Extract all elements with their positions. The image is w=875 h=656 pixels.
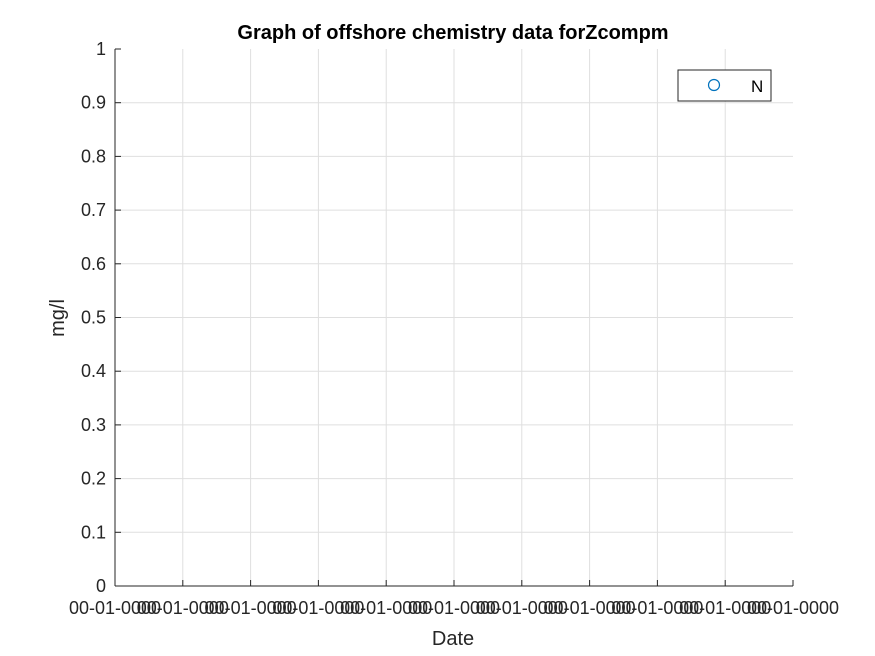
x-ticks: 00-01-000000-01-000000-01-000000-01-0000…: [69, 580, 839, 618]
y-tick-label: 0.8: [81, 146, 106, 166]
y-tick-label: 0.3: [81, 415, 106, 435]
x-tick-label: 00-01-0000: [205, 598, 297, 618]
y-tick-label: 0.2: [81, 469, 106, 489]
x-tick-label: 00-01-0000: [69, 598, 161, 618]
x-tick-label: 00-01-0000: [611, 598, 703, 618]
x-tick-label: 00-01-0000: [747, 598, 839, 618]
legend-box: [677, 69, 772, 102]
x-tick-label: 00-01-0000: [476, 598, 568, 618]
x-tick-label: 00-01-0000: [137, 598, 229, 618]
x-tick-label: 00-01-0000: [340, 598, 432, 618]
y-tick-label: 1: [96, 39, 106, 59]
x-tick-label: 00-01-0000: [679, 598, 771, 618]
y-tick-label: 0.1: [81, 522, 106, 542]
x-tick-label: 00-01-0000: [408, 598, 500, 618]
y-tick-label: 0.4: [81, 361, 106, 381]
y-axis-label: mg/l: [47, 299, 69, 337]
y-tick-label: 0: [96, 576, 106, 596]
y-tick-label: 0.5: [81, 308, 106, 328]
y-tick-label: 0.9: [81, 93, 106, 113]
x-axis-label: Date: [432, 628, 474, 650]
chart-title: Graph of offshore chemistry data forZcom…: [237, 22, 668, 44]
x-tick-label: 00-01-0000: [272, 598, 364, 618]
y-tick-label: 0.6: [81, 254, 106, 274]
x-tick-label: 00-01-0000: [544, 598, 636, 618]
grid: [115, 49, 793, 586]
legend-marker-icon: [707, 78, 721, 92]
y-ticks: 0 0.1 0.2 0.3 0.4 0.5 0.6 0.7 0.8 0.9 1: [81, 39, 121, 596]
legend: N: [677, 69, 772, 102]
y-tick-label: 0.7: [81, 200, 106, 220]
legend-entry-label: N: [751, 77, 763, 96]
